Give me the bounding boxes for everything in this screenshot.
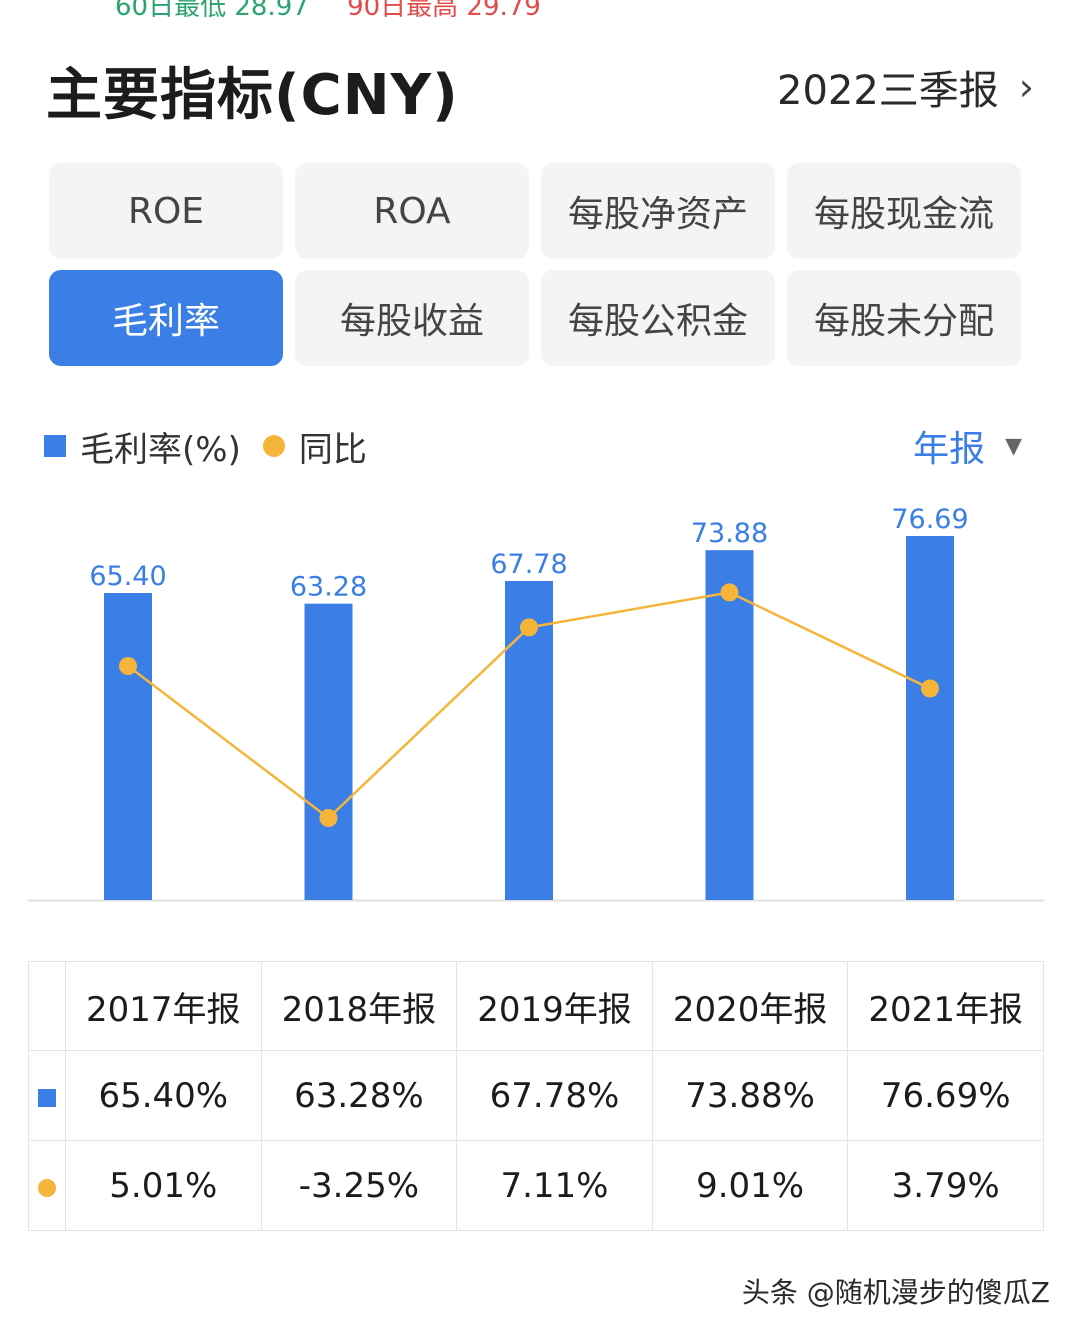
table-header: 2020年报 (651, 961, 849, 1051)
yoy-point (720, 583, 739, 602)
bar-value-label: 73.88 (691, 518, 768, 549)
caret-down-icon: ▼ (1005, 433, 1022, 459)
table-header: 2021年报 (847, 961, 1044, 1051)
table-cell: 7.11% (456, 1140, 653, 1231)
yoy-point (119, 657, 137, 676)
table-header-row: 2017年报 2018年报 2019年报 2020年报 2021年报 (28, 961, 1044, 1051)
line-series-icon (38, 1178, 56, 1197)
table-cell: 5.01% (65, 1140, 262, 1231)
cut-off-high: 90日最高 29.79 (347, 0, 541, 22)
table-cell: 73.88% (651, 1050, 849, 1141)
corner-cell (28, 961, 66, 1051)
gross-margin-chart: 65.40 63.28 67.78 73.88 76.69 (28, 504, 1044, 902)
table-cell: 67.78% (456, 1050, 653, 1141)
row-marker-line (28, 1140, 66, 1231)
bar-value-label: 63.28 (290, 572, 367, 603)
period-label: 2022三季报 (777, 68, 999, 114)
tab-roa[interactable]: ROA (295, 163, 529, 259)
period-selector[interactable]: 2022三季报 › (777, 58, 1034, 116)
yoy-point (319, 809, 338, 827)
chevron-right-icon: › (1018, 65, 1034, 109)
tab-undistributed-per-share[interactable]: 每股未分配 (787, 270, 1021, 366)
legend-yoy: 同比 (298, 429, 367, 470)
bar-value-label: 67.78 (490, 549, 567, 580)
table-cell: 63.28% (260, 1050, 458, 1141)
legend-line-swatch (262, 435, 285, 457)
yoy-point (520, 618, 538, 637)
page-title: 主要指标(CNY) (46, 63, 459, 128)
indicator-tabs: ROE ROA 每股净资产 每股现金流 毛利率 每股收益 每股公积金 每股未分配 (49, 163, 1021, 366)
table-row: 65.40% 63.28% 67.78% 73.88% 76.69% (28, 1050, 1044, 1141)
table-cell: 9.01% (651, 1140, 849, 1231)
cut-off-low: 60日最低 28.97 (115, 0, 309, 22)
tab-eps[interactable]: 每股收益 (295, 270, 529, 366)
bar (705, 550, 754, 900)
watermark: 头条 @随机漫步的傻瓜Z (741, 1276, 1050, 1309)
table-row: 5.01% -3.25% 7.11% 9.01% 3.79% (28, 1140, 1044, 1231)
data-table: 2017年报 2018年报 2019年报 2020年报 2021年报 65.40… (28, 961, 1044, 1231)
bar-series-icon (38, 1088, 56, 1107)
bar (304, 603, 353, 900)
table-cell: 76.69% (847, 1050, 1044, 1141)
chart-legend: 毛利率(%) 同比 (44, 424, 367, 470)
tab-net-asset-per-share[interactable]: 每股净资产 (541, 163, 775, 259)
table-header: 2018年报 (260, 961, 458, 1051)
table-header: 2017年报 (65, 961, 262, 1051)
bar-value-label: 76.69 (891, 504, 968, 535)
tab-cash-flow-per-share[interactable]: 每股现金流 (787, 163, 1021, 259)
tab-gross-margin[interactable]: 毛利率 (49, 270, 283, 366)
report-type-dropdown[interactable]: 年报 ▼ (913, 424, 1022, 470)
table-header: 2019年报 (456, 961, 653, 1051)
tab-reserve-per-share[interactable]: 每股公积金 (541, 270, 775, 366)
legend-gross-margin: 毛利率(%) (80, 429, 241, 470)
table-cell: 65.40% (65, 1050, 262, 1141)
legend-bar-swatch (44, 435, 66, 457)
table-cell: -3.25% (260, 1140, 458, 1231)
tab-roe[interactable]: ROE (49, 163, 283, 259)
yoy-point (921, 679, 939, 698)
row-marker-bar (28, 1050, 66, 1141)
bar (104, 593, 152, 900)
table-cell: 3.79% (847, 1140, 1044, 1231)
report-type-label: 年报 (913, 429, 986, 470)
cut-off-price-summary: 60日最低 28.97 90日最高 29.79 (115, 0, 541, 23)
bar-value-label: 65.40 (89, 561, 166, 592)
bar (906, 535, 954, 900)
